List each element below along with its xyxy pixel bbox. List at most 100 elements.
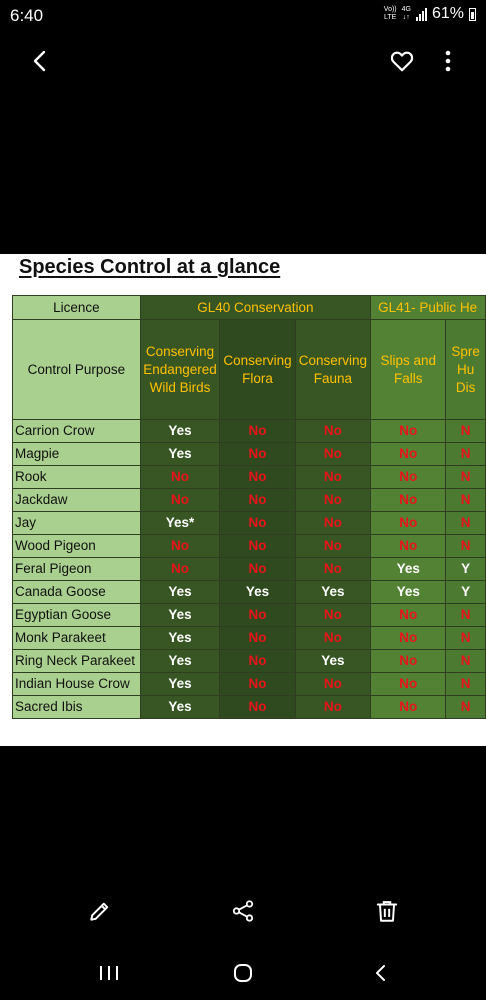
species-name: Egyptian Goose <box>12 603 141 627</box>
no-cell: No <box>219 672 296 696</box>
no-cell: No <box>219 626 296 650</box>
species-name: Rook <box>12 465 141 489</box>
no-cell: N <box>445 603 486 627</box>
no-cell: No <box>139 534 221 558</box>
yes-cell: Yes <box>139 672 221 696</box>
table-row: Jay Yes* No No No N <box>12 511 486 535</box>
no-cell: No <box>370 534 447 558</box>
yes-cell: Yes <box>139 649 221 673</box>
no-cell: No <box>294 603 372 627</box>
no-cell: No <box>294 534 372 558</box>
purpose-header: Conserving Fauna <box>294 319 372 420</box>
species-name: Magpie <box>12 442 141 466</box>
no-cell: No <box>219 603 296 627</box>
yes-cell: Yes* <box>139 511 221 535</box>
more-vertical-icon[interactable] <box>436 46 460 76</box>
doc-title: Species Control at a glance <box>19 256 281 278</box>
yes-cell: Yes <box>219 580 296 604</box>
no-cell: No <box>370 419 447 443</box>
table-row: Jackdaw No No No No N <box>12 488 486 512</box>
purpose-header: Conserving Flora <box>219 319 296 420</box>
table-row: Ring Neck Parakeet Yes No Yes No N <box>12 649 486 673</box>
purpose-header: Conserving Endangered Wild Birds <box>139 319 221 420</box>
table-row: Carrion Crow Yes No No No N <box>12 419 486 443</box>
no-cell: N <box>445 465 486 489</box>
yes-cell: Y <box>445 580 486 604</box>
purpose-header: Slips and Falls <box>370 319 447 420</box>
no-cell: N <box>445 626 486 650</box>
no-cell: No <box>294 442 372 466</box>
volte-indicator: Vo)) LTE <box>383 6 397 21</box>
table-row: Monk Parakeet Yes No No No N <box>12 626 486 650</box>
table-row: Egyptian Goose Yes No No No N <box>12 603 486 627</box>
recent-apps-icon[interactable] <box>97 963 121 983</box>
no-cell: No <box>139 557 221 581</box>
species-name: Indian House Crow <box>12 672 141 696</box>
no-cell: No <box>294 465 372 489</box>
yes-cell: Yes <box>370 557 447 581</box>
species-name: Jackdaw <box>12 488 141 512</box>
yes-cell: Y <box>445 557 486 581</box>
yes-cell: Yes <box>139 580 221 604</box>
back-icon[interactable] <box>371 962 389 984</box>
network-indicator: 4G ↓↑ <box>401 6 411 21</box>
species-name: Monk Parakeet <box>12 626 141 650</box>
heart-icon[interactable] <box>389 48 415 74</box>
no-cell: N <box>445 419 486 443</box>
control-purpose-header: Control Purpose <box>12 319 141 420</box>
no-cell: No <box>219 465 296 489</box>
table-row: Indian House Crow Yes No No No N <box>12 672 486 696</box>
species-name: Feral Pigeon <box>12 557 141 581</box>
no-cell: No <box>219 419 296 443</box>
species-table: Licence GL40 Conservation GL41- Public H… <box>12 295 486 719</box>
no-cell: No <box>219 511 296 535</box>
document-image: Species Control at a glance Licence GL40… <box>0 254 486 746</box>
no-cell: No <box>294 419 372 443</box>
home-icon[interactable] <box>232 962 254 984</box>
species-name: Sacred Ibis <box>12 695 141 719</box>
no-cell: No <box>294 672 372 696</box>
yes-cell: Yes <box>139 695 221 719</box>
signal-icon <box>415 7 427 21</box>
status-icons: Vo)) LTE 4G ↓↑ 61% <box>384 5 476 23</box>
no-cell: No <box>219 649 296 673</box>
no-cell: No <box>219 557 296 581</box>
bottom-action-bar <box>0 888 486 932</box>
no-cell: N <box>445 649 486 673</box>
no-cell: No <box>370 672 447 696</box>
no-cell: No <box>219 695 296 719</box>
no-cell: No <box>370 465 447 489</box>
species-rows: Carrion Crow Yes No No No N Magpie Yes No No No N Ro… <box>12 419 486 719</box>
share-icon[interactable] <box>230 898 256 924</box>
back-arrow-icon[interactable] <box>26 46 56 76</box>
navigation-bar <box>0 955 486 991</box>
no-cell: No <box>294 626 372 650</box>
species-name: Canada Goose <box>12 580 141 604</box>
licence-header: Licence <box>12 295 141 320</box>
no-cell: N <box>445 672 486 696</box>
species-name: Jay <box>12 511 141 535</box>
no-cell: No <box>370 488 447 512</box>
top-app-bar <box>0 38 486 82</box>
yes-cell: Yes <box>370 580 447 604</box>
battery-icon <box>469 7 476 21</box>
no-cell: No <box>370 511 447 535</box>
purpose-header: Spre Hu Dis <box>445 319 486 420</box>
species-name: Ring Neck Parakeet <box>12 649 141 673</box>
status-time: 6:40 <box>10 6 44 25</box>
table-row: Rook No No No No N <box>12 465 486 489</box>
edit-pencil-icon[interactable] <box>87 898 113 924</box>
species-name: Wood Pigeon <box>12 534 141 558</box>
no-cell: No <box>219 442 296 466</box>
no-cell: No <box>370 695 447 719</box>
table-row: Magpie Yes No No No N <box>12 442 486 466</box>
table-row: Feral Pigeon No No No Yes Y <box>12 557 486 581</box>
table-row: Wood Pigeon No No No No N <box>12 534 486 558</box>
no-cell: No <box>370 626 447 650</box>
status-bar: 6:40 Vo)) LTE 4G ↓↑ 61% <box>0 0 486 32</box>
trash-icon[interactable] <box>374 898 400 924</box>
no-cell: N <box>445 511 486 535</box>
no-cell: No <box>370 603 447 627</box>
no-cell: No <box>294 511 372 535</box>
species-name: Carrion Crow <box>12 419 141 443</box>
